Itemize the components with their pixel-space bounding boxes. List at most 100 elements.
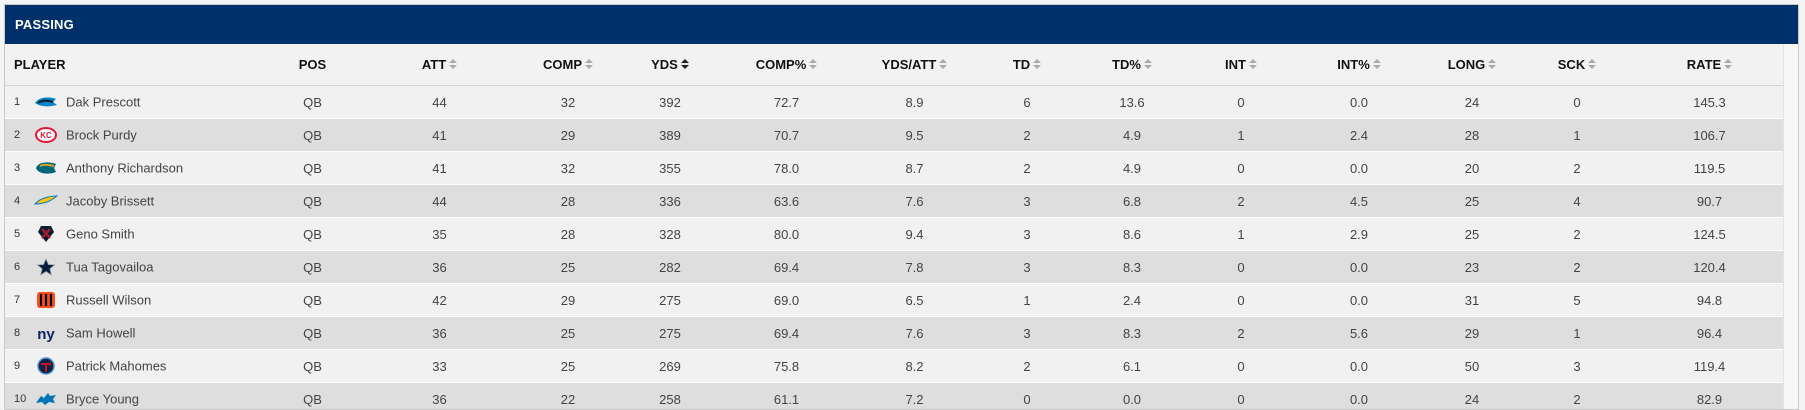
column-header-label: RATE [1686, 57, 1722, 72]
player-cell: 2 KC Brock Purdy [5, 118, 263, 152]
stat-cell-td: 1 [977, 283, 1077, 317]
svg-text:KC: KC [40, 131, 52, 140]
column-header-comp[interactable]: COMP [517, 44, 619, 86]
stat-cell-rate: 124.5 [1633, 217, 1786, 251]
player-name: Patrick Mahomes [66, 358, 167, 374]
column-header-label-wrap: SCK [1558, 57, 1597, 72]
jaguars-logo-icon [34, 159, 58, 177]
table-row[interactable]: 3 Anthony Richardson QB 41 32 355 78.0 8.7 2 4.9 0… [5, 151, 1786, 185]
column-header-rate[interactable]: RATE [1633, 44, 1786, 86]
stat-cell-comp: 25 [517, 250, 619, 284]
stat-cell-int: 0 [1187, 382, 1295, 409]
column-header-label: POS [298, 57, 327, 72]
table-row[interactable]: 8 ny Sam Howell QB 36 25 275 69.4 7.6 3 8.3 2 5.6 29 1… [5, 316, 1786, 350]
table-row[interactable]: 10 Bryce Young QB 36 22 258 61.1 7.2 0 0.0 0 0.0 24 2… [5, 382, 1786, 409]
stat-cell-int-pct: 2.9 [1295, 217, 1423, 251]
stat-cell-sck: 2 [1521, 250, 1633, 284]
sort-arrows-icon[interactable] [449, 59, 458, 70]
stat-cell-int: 0 [1187, 250, 1295, 284]
stat-cell-att: 36 [362, 250, 517, 284]
sort-arrows-icon[interactable] [939, 59, 948, 70]
table-row[interactable]: 2 KC Brock Purdy QB 41 29 389 70.7 9.5 2 4.9 1 2.4 28… [5, 118, 1786, 152]
texans-logo-icon [34, 225, 58, 243]
sort-arrows-icon[interactable] [809, 59, 818, 70]
rank-number: 2 [14, 129, 21, 141]
player-name: Anthony Richardson [66, 160, 184, 176]
stat-cell-td-pct: 6.8 [1077, 184, 1187, 218]
sort-arrows-icon[interactable] [1033, 59, 1042, 70]
column-header-label-wrap: POS [299, 57, 326, 72]
stat-cell-comp: 32 [517, 151, 619, 185]
table-row[interactable]: 7 Russell Wilson QB 42 29 275 69.0 6.5 1 2.4 0 0.0 3… [5, 283, 1786, 317]
stat-cell-sck: 2 [1521, 151, 1633, 185]
column-header-yds[interactable]: YDS [619, 44, 721, 86]
player-cell: 1 Dak Prescott [5, 85, 263, 119]
table-body: 1 Dak Prescott QB 44 32 392 72.7 8.9 6 13.6 0 0.0 24… [5, 85, 1786, 409]
table-row[interactable]: 4 Jacoby Brissett QB 44 28 336 63.6 7.6 3 6.8 2 4.5… [5, 184, 1786, 218]
sort-arrows-icon[interactable] [1588, 59, 1597, 70]
column-header-int[interactable]: INT [1187, 44, 1295, 86]
passing-stats-panel: PASSING PLAYER POS ATT COMP YDS COMP% YDS/ATT T… [4, 4, 1799, 410]
stat-cell-yds: 275 [619, 316, 721, 350]
stat-cell-td-pct: 4.9 [1077, 118, 1187, 152]
stat-cell-int: 0 [1187, 283, 1295, 317]
player-name: Jacoby Brissett [66, 193, 155, 209]
stat-cell-yds-att: 9.5 [852, 118, 977, 152]
stat-cell-rate: 94.8 [1633, 283, 1786, 317]
rank-number: 7 [14, 294, 21, 306]
column-header-td[interactable]: TD [977, 44, 1077, 86]
column-header-td-pct[interactable]: TD% [1077, 44, 1187, 86]
sort-arrows-icon[interactable] [1724, 59, 1733, 70]
sort-arrows-icon[interactable] [585, 59, 593, 70]
column-header-int-pct[interactable]: INT% [1295, 44, 1423, 86]
column-header-label-wrap: TD [1013, 57, 1042, 72]
stat-cell-yds: 258 [619, 382, 721, 409]
rank-number: 9 [14, 360, 21, 372]
stat-cell-yds: 269 [619, 349, 721, 383]
panel-title: PASSING [5, 5, 1798, 44]
stat-cell-yds-att: 9.4 [852, 217, 977, 251]
player-cell: 10 Bryce Young [5, 382, 263, 409]
column-header-long[interactable]: LONG [1423, 44, 1521, 86]
giants-logo-icon: ny [34, 324, 58, 343]
column-header-label: TD% [1112, 57, 1141, 72]
table-row[interactable]: 6 Tua Tagovailoa QB 36 25 282 69.4 7.8 3 8.3 0 0.0 2… [5, 250, 1786, 284]
stat-cell-yds: 282 [619, 250, 721, 284]
passing-stats-table: PLAYER POS ATT COMP YDS COMP% YDS/ATT TD TD% INT I… [5, 44, 1786, 409]
titans-logo-icon [34, 357, 58, 375]
stat-cell-comp-pct: 69.0 [721, 283, 852, 317]
column-header-comp-pct[interactable]: COMP% [721, 44, 852, 86]
stat-cell-rate: 90.7 [1633, 184, 1786, 218]
stat-cell-long: 24 [1423, 85, 1521, 119]
stat-cell-long: 50 [1423, 349, 1521, 383]
stat-cell-rate: 96.4 [1633, 316, 1786, 350]
stat-cell-td: 2 [977, 151, 1077, 185]
column-header-label: LONG [1447, 57, 1486, 72]
stat-cell-td: 6 [977, 85, 1077, 119]
column-header-label-wrap: COMP% [756, 57, 818, 72]
sort-arrows-icon[interactable] [1488, 59, 1497, 70]
rank-number: 4 [14, 195, 21, 207]
sort-arrows-icon[interactable] [680, 59, 689, 70]
column-header-yds-att[interactable]: YDS/ATT [852, 44, 977, 86]
stat-cell-int-pct: 2.4 [1295, 118, 1423, 152]
stat-cell-pos: QB [263, 316, 362, 350]
stat-cell-comp: 29 [517, 118, 619, 152]
stat-cell-td: 2 [977, 349, 1077, 383]
table-row[interactable]: 1 Dak Prescott QB 44 32 392 72.7 8.9 6 13.6 0 0.0 24… [5, 85, 1786, 119]
stat-cell-td: 3 [977, 250, 1077, 284]
table-row[interactable]: 9 Patrick Mahomes QB 33 25 269 75.8 8.2 2 6.1 0 0.0… [5, 349, 1786, 383]
stat-cell-sck: 0 [1521, 85, 1633, 119]
player-cell: 5 Geno Smith [5, 217, 263, 251]
sort-arrows-icon[interactable] [1248, 59, 1257, 70]
cowboys-logo-icon [34, 258, 58, 276]
sort-arrows-icon[interactable] [1372, 59, 1381, 70]
stat-cell-yds: 389 [619, 118, 721, 152]
scrollbar-track[interactable] [1783, 44, 1798, 409]
column-header-att[interactable]: ATT [362, 44, 517, 86]
column-header-sck[interactable]: SCK [1521, 44, 1633, 86]
table-row[interactable]: 5 Geno Smith QB 35 28 328 80.0 9.4 3 8.6 1 2.9 25 2 12… [5, 217, 1786, 251]
stat-cell-yds-att: 7.8 [852, 250, 977, 284]
column-header-label-wrap: YDS [651, 57, 689, 72]
sort-arrows-icon[interactable] [1143, 59, 1152, 70]
